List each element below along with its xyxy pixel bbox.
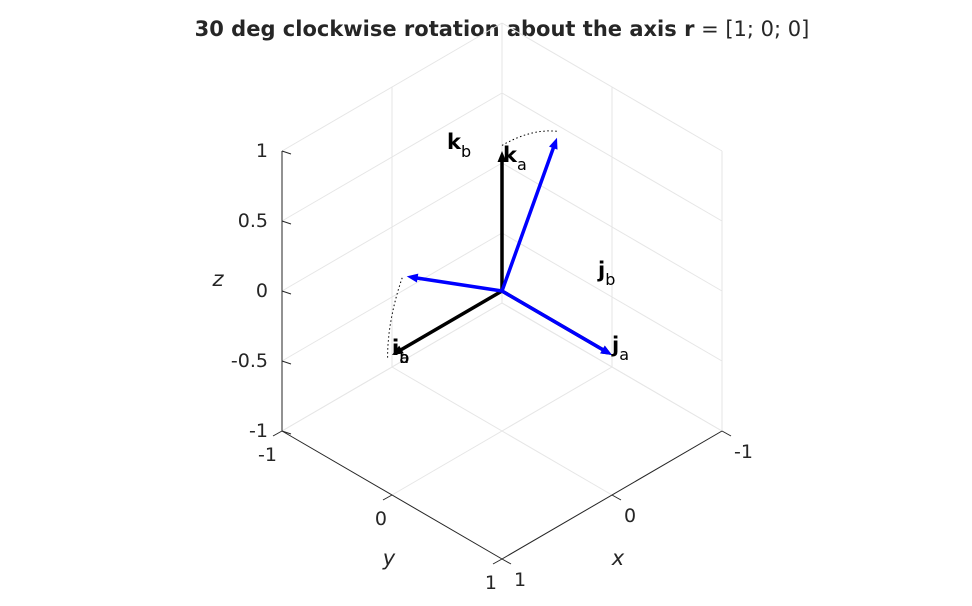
vector-j-b: [415, 276, 504, 293]
y-tick-label: 0: [624, 505, 636, 527]
z-tick-label: -0.5: [231, 350, 268, 372]
vector-j-a: [399, 289, 504, 352]
vector-k-b: [500, 146, 556, 293]
vector-label-j-b: jb: [597, 258, 615, 289]
y-tick-label: -1: [734, 441, 753, 463]
x-tick-mark: [382, 494, 393, 501]
y-tick-mark: [611, 494, 622, 501]
x-tick-mark: [492, 558, 503, 565]
z-axis-label: z: [211, 267, 224, 291]
y-tick-mark: [721, 430, 732, 437]
z-tick-mark: [281, 220, 292, 225]
grid-line-wall-x: [281, 92, 503, 222]
vector-k-a-arrowhead: [497, 151, 507, 162]
vector-label-j-a: ja: [611, 333, 629, 364]
vector-i-b: [500, 289, 605, 352]
vector-label-i-a: ia: [392, 336, 409, 367]
x-tick-label: 0: [375, 508, 387, 530]
tick-labels: -1 0 1 -1 0 1 -1 -0.5 0 0.5 1: [231, 140, 753, 594]
grid-line-wall-x: [281, 22, 503, 152]
grid-line-wall-y: [501, 22, 723, 152]
rotation-arcs: [387, 130, 560, 358]
x-tick-label: 1: [485, 572, 497, 594]
y-tick-mark: [501, 558, 512, 565]
grid-line-wall-x: [281, 232, 503, 362]
x-tick-mark: [272, 430, 283, 437]
vector-labels: ia ja ka ib jb kb: [392, 130, 629, 367]
y-axis-label: y: [382, 546, 396, 570]
grid-line-wall-y: [501, 232, 723, 362]
vector-label-k-a: ka: [503, 143, 527, 174]
grid-line-wall-x: [281, 162, 503, 292]
z-tick-label: 0: [256, 280, 268, 302]
title-suffix: = [1; 0; 0]: [694, 17, 809, 41]
vectors: [392, 137, 612, 355]
z-tick-mark: [281, 290, 292, 295]
vector-i-b-arrowhead: [600, 345, 612, 355]
grid-line-wall-x: [281, 302, 503, 432]
vector-label-i-b: ib: [392, 336, 409, 367]
z-tick-label: -1: [249, 420, 268, 442]
rotation-arc-k: [501, 130, 560, 146]
z-tick-label: 0.5: [238, 210, 268, 232]
vector-j-a-arrowhead: [392, 345, 404, 355]
vector-j-b-arrowhead: [406, 273, 419, 283]
z-tick-mark: [281, 360, 292, 365]
title-prefix: 30 deg clockwise rotation about the axis: [195, 17, 684, 41]
chart-title: 30 deg clockwise rotation about the axis…: [195, 17, 810, 41]
rotation-arc-j: [387, 275, 404, 358]
y-tick-label: 1: [514, 569, 526, 591]
vector-label-k-b: kb: [447, 130, 471, 161]
z-tick-label: 1: [256, 140, 268, 162]
z-tick-mark: [281, 150, 292, 155]
grid-line-wall-y: [501, 302, 723, 432]
title-symbol: r: [684, 17, 695, 41]
grid-line-wall-y: [501, 92, 723, 222]
axis-box: [272, 150, 732, 565]
grid-line-floor: [391, 366, 613, 496]
x-tick-label: -1: [258, 444, 277, 466]
vector-k-b-arrowhead: [549, 137, 558, 150]
x-axis-label: x: [611, 546, 625, 570]
z-tick-mark: [281, 430, 292, 435]
